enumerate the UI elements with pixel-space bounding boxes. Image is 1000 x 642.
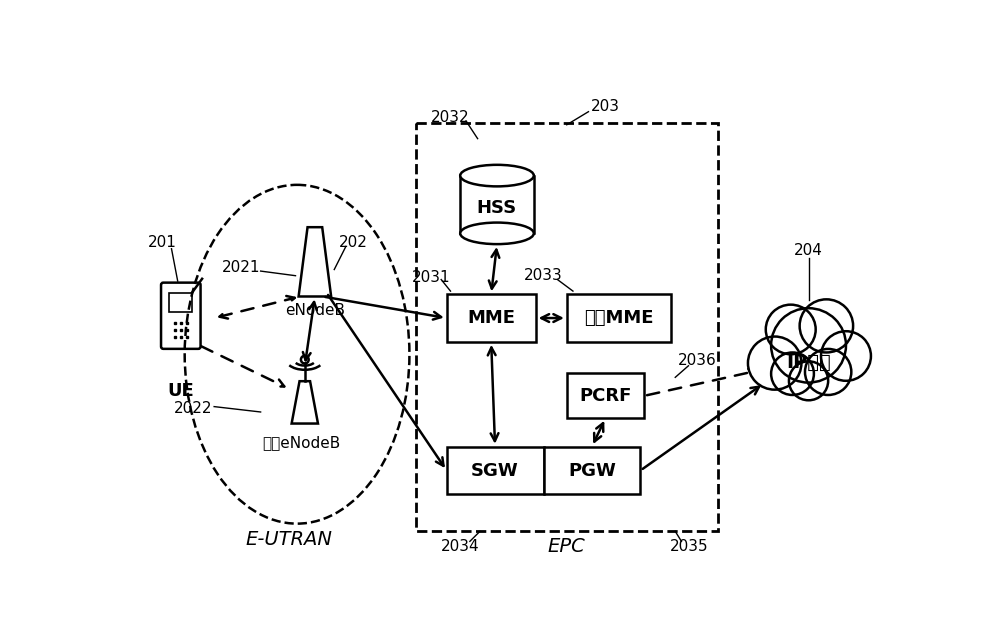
Circle shape bbox=[766, 305, 816, 354]
Text: 201: 201 bbox=[148, 235, 177, 250]
Text: UE: UE bbox=[167, 382, 194, 400]
Text: 2021: 2021 bbox=[222, 261, 260, 275]
Text: E-UTRAN: E-UTRAN bbox=[246, 530, 333, 548]
Text: 2022: 2022 bbox=[174, 401, 212, 415]
Circle shape bbox=[771, 352, 814, 395]
Polygon shape bbox=[299, 227, 331, 297]
FancyBboxPatch shape bbox=[460, 176, 534, 233]
Text: 204: 204 bbox=[794, 243, 823, 258]
FancyBboxPatch shape bbox=[169, 293, 192, 312]
Text: 203: 203 bbox=[591, 99, 620, 114]
Text: 2036: 2036 bbox=[678, 353, 716, 368]
Ellipse shape bbox=[460, 165, 534, 186]
Text: PGW: PGW bbox=[568, 462, 616, 480]
Text: 2035: 2035 bbox=[670, 539, 709, 554]
Circle shape bbox=[771, 308, 846, 383]
FancyBboxPatch shape bbox=[544, 447, 640, 494]
Text: SGW: SGW bbox=[471, 462, 519, 480]
Circle shape bbox=[748, 336, 801, 390]
Ellipse shape bbox=[460, 223, 534, 244]
Text: IP业务: IP业务 bbox=[786, 352, 831, 372]
Text: 202: 202 bbox=[339, 235, 368, 250]
Text: eNodeB: eNodeB bbox=[285, 303, 345, 318]
Circle shape bbox=[800, 299, 853, 352]
Text: HSS: HSS bbox=[477, 198, 517, 216]
Circle shape bbox=[805, 349, 851, 395]
Text: MME: MME bbox=[467, 309, 515, 327]
Text: 2031: 2031 bbox=[412, 270, 450, 285]
FancyBboxPatch shape bbox=[447, 294, 536, 342]
Circle shape bbox=[821, 331, 871, 381]
Text: PCRF: PCRF bbox=[579, 387, 632, 405]
Text: EPC: EPC bbox=[548, 537, 586, 556]
FancyBboxPatch shape bbox=[447, 447, 544, 494]
FancyBboxPatch shape bbox=[567, 374, 644, 418]
Polygon shape bbox=[292, 381, 318, 424]
Text: 其它eNodeB: 其它eNodeB bbox=[262, 435, 340, 450]
Text: 2032: 2032 bbox=[431, 110, 470, 125]
Text: 2033: 2033 bbox=[524, 268, 563, 283]
FancyBboxPatch shape bbox=[567, 294, 671, 342]
Circle shape bbox=[789, 361, 828, 400]
Text: 2034: 2034 bbox=[440, 539, 479, 554]
FancyBboxPatch shape bbox=[161, 282, 201, 349]
Text: 其它MME: 其它MME bbox=[584, 309, 654, 327]
